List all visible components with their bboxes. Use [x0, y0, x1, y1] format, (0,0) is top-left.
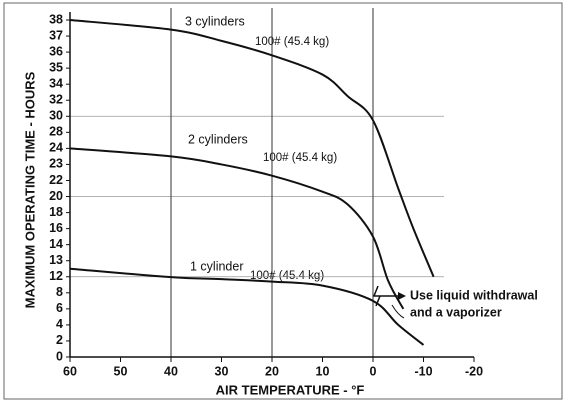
x-tick-label: -20	[465, 364, 483, 378]
y-tick-label: 28	[49, 125, 63, 139]
callout-line	[391, 304, 405, 319]
y-tick-label: 20	[49, 189, 63, 203]
y-tick-label: 16	[49, 221, 63, 235]
series-label: 2 cylinders	[188, 132, 248, 146]
x-tick-label: -10	[414, 364, 432, 378]
y-tick-label: 32	[49, 93, 63, 107]
x-tick-label: 50	[114, 364, 128, 378]
x-tick-label: 10	[316, 364, 330, 378]
y-tick-label: 36	[49, 44, 63, 58]
y-tick-label: 4	[56, 317, 63, 331]
frame	[3, 2, 563, 400]
y-tick-label: 18	[49, 205, 63, 219]
series-label: 1 cylinder	[190, 259, 244, 273]
annotation: 100# (45.4 kg)	[250, 270, 324, 282]
y-tick-label: 2	[56, 333, 63, 347]
y-tick-label: 22	[49, 173, 63, 187]
x-tick-label: 60	[63, 364, 77, 378]
series-line	[69, 147, 405, 310]
y-tick-label: 14	[49, 237, 63, 251]
callout-arrow	[398, 292, 406, 300]
x-axis-title: AIR TEMPERATURE - °F	[216, 382, 365, 397]
y-tick-label: 0	[56, 349, 63, 363]
annotation: 100# (45.4 kg)	[255, 36, 329, 48]
y-tick-label: 34	[49, 76, 63, 90]
series-line	[69, 19, 435, 278]
series-line	[69, 267, 425, 346]
y-tick-label: 38	[49, 12, 63, 26]
x-tick-label: 20	[265, 364, 279, 378]
y-axis-title: MAXIMUM OPERATING TIME - HOURS	[22, 71, 37, 308]
y-tick-label: 23	[49, 157, 63, 171]
y-tick-label: 12	[49, 269, 63, 283]
y-tick-label: 35	[49, 60, 63, 74]
y-tick-label: 37	[49, 28, 63, 42]
x-tick-label: 30	[215, 364, 229, 378]
callout: Use liquid withdrawal	[410, 288, 538, 302]
y-tick-label: 13	[49, 253, 63, 267]
annotation: 100# (45.4 kg)	[263, 152, 337, 164]
x-tick-label: 0	[370, 364, 377, 378]
y-tick-label: 8	[56, 285, 63, 299]
series-label: 3 cylinders	[185, 14, 245, 28]
callout: and a vaporizer	[410, 305, 502, 319]
x-tick-label: 40	[164, 364, 178, 378]
y-tick-label: 24	[49, 141, 63, 155]
y-tick-label: 6	[56, 301, 63, 315]
y-tick-label: 30	[49, 109, 63, 123]
